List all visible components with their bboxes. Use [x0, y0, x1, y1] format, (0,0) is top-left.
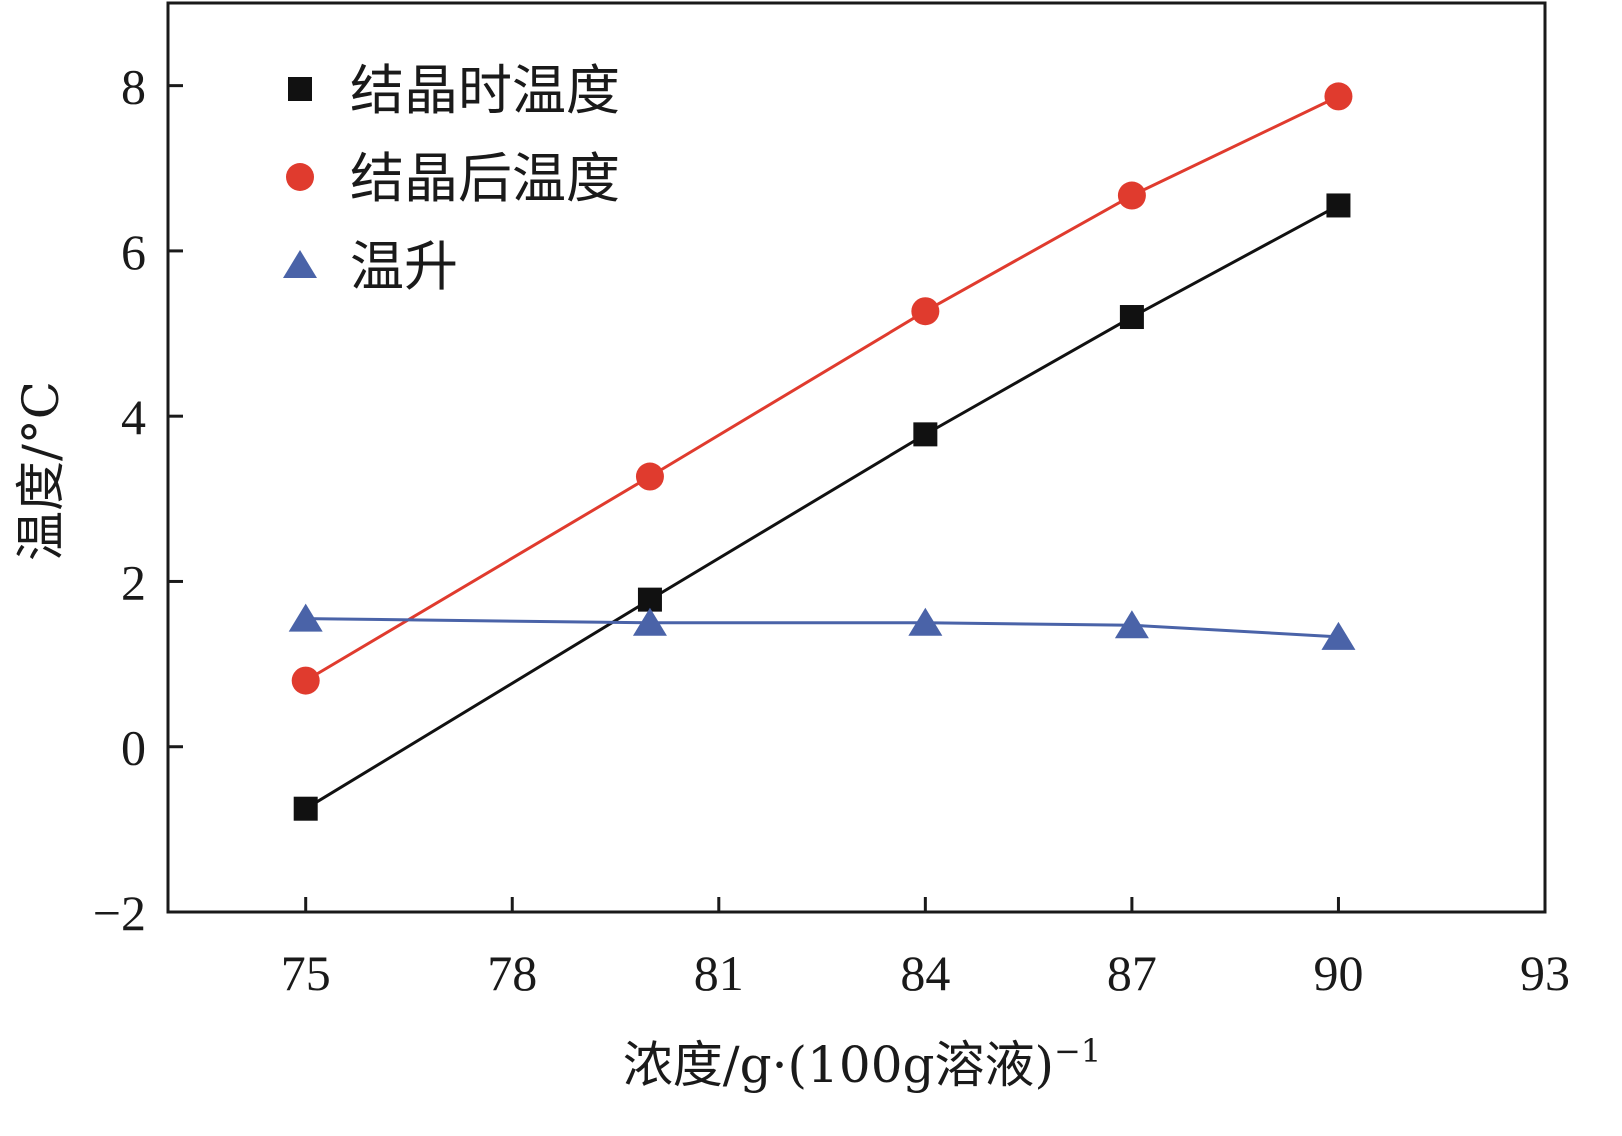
- series-layer: [288, 82, 1356, 821]
- y-tick-label: 4: [121, 389, 146, 445]
- legend-marker-temperature-rise: [283, 250, 317, 278]
- data-point-temperature-rise: [1321, 621, 1356, 650]
- data-point-crystallization-temp: [293, 796, 318, 821]
- data-point-crystallization-temp: [637, 587, 662, 612]
- y-axis-title: 温度/°C: [12, 381, 70, 561]
- data-point-temperature-rise: [1114, 610, 1149, 639]
- y-tick-label: −2: [93, 885, 146, 941]
- data-point-crystallization-temp: [1119, 305, 1144, 330]
- data-point-temperature-rise: [908, 607, 943, 636]
- legend-marker-crystallization-temp: [288, 77, 312, 101]
- legend-marker-post-crystallization-temp: [286, 163, 314, 191]
- data-point-crystallization-temp: [913, 422, 938, 447]
- series-line-crystallization-temp: [304, 204, 1340, 810]
- legend-item-post-crystallization-temp: 结晶后温度: [286, 147, 620, 210]
- x-tick-label: 75: [281, 945, 331, 1001]
- y-tick-label: 8: [121, 59, 146, 115]
- y-tick-label: 0: [121, 720, 146, 776]
- y-tick-label: 6: [121, 224, 146, 280]
- x-axis-title: 浓度/g·(100g溶液)−1: [623, 1032, 1101, 1094]
- legend-label-temperature-rise: 温升: [350, 235, 458, 298]
- legend-label-post-crystallization-temp: 结晶后温度: [350, 147, 620, 210]
- data-point-crystallization-temp: [1326, 193, 1351, 218]
- x-tick-label: 84: [900, 945, 950, 1001]
- plot-frame: [166, 1, 1547, 914]
- data-point-post-crystallization-temp: [635, 462, 664, 491]
- legend-label-crystallization-temp: 结晶时温度: [350, 59, 620, 122]
- legend-item-temperature-rise: 温升: [283, 235, 458, 298]
- data-point-temperature-rise: [288, 603, 323, 632]
- legend-item-crystallization-temp: 结晶时温度: [288, 59, 620, 122]
- data-point-temperature-rise: [632, 607, 667, 636]
- x-axis-title-superscript: −1: [1054, 1032, 1101, 1070]
- data-point-post-crystallization-temp: [291, 666, 320, 695]
- series-post-crystallization-temp: [291, 82, 1353, 695]
- x-axis-title-text: 浓度/g·(100g溶液): [623, 1036, 1054, 1094]
- x-tick-label: 90: [1313, 945, 1363, 1001]
- axes: 75 78 81 84 87 90 93 −2 0 2 4 6 8: [93, 1, 1570, 1001]
- y-tick-label: 2: [121, 554, 146, 610]
- x-tick-label: 93: [1520, 945, 1570, 1001]
- series-temperature-rise: [288, 603, 1356, 650]
- x-tick-label: 81: [694, 945, 744, 1001]
- data-point-post-crystallization-temp: [1324, 82, 1353, 111]
- data-point-post-crystallization-temp: [911, 297, 940, 326]
- data-point-post-crystallization-temp: [1117, 181, 1146, 210]
- x-tick-label: 78: [487, 945, 537, 1001]
- series-crystallization-temp: [293, 193, 1351, 821]
- x-tick-label: 87: [1107, 945, 1157, 1001]
- series-line-temperature-rise: [305, 617, 1339, 639]
